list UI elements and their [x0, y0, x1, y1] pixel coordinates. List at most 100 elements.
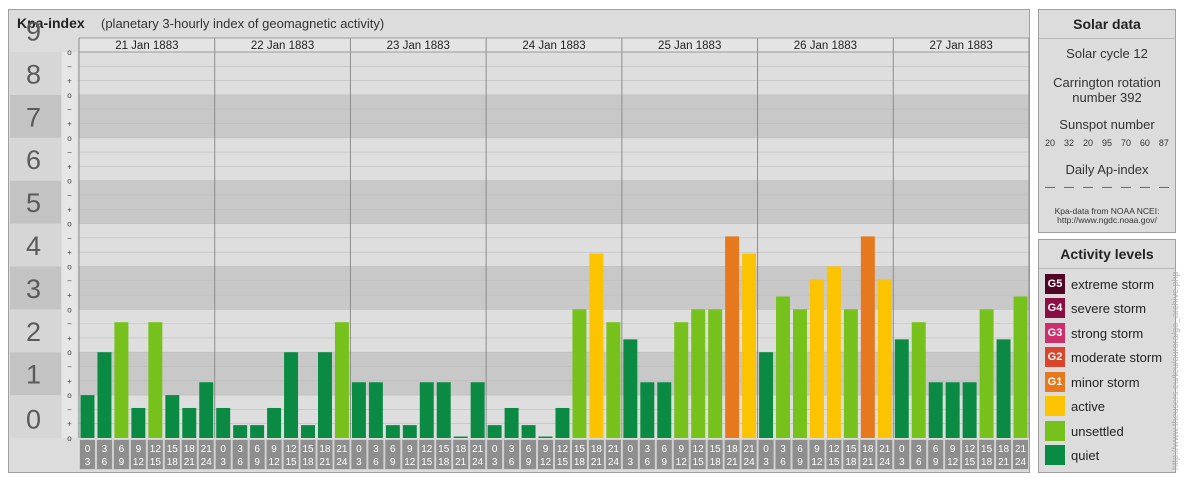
minor-tick-label: +	[67, 334, 72, 343]
y-label-band	[10, 180, 61, 224]
minor-tick-label: −	[67, 277, 72, 286]
time-cell-end: 3	[220, 457, 226, 468]
time-cell-end: 3	[492, 457, 498, 468]
time-cell	[453, 440, 469, 469]
time-cell	[605, 440, 621, 469]
time-cell-end: 12	[269, 457, 281, 468]
kp-bar	[928, 382, 943, 438]
day-label: 27 Jan 1883	[929, 40, 992, 52]
time-cell-end: 9	[933, 457, 939, 468]
time-cell-start: 9	[814, 444, 820, 455]
time-cell-start: 6	[797, 444, 803, 455]
kp-bar	[182, 407, 197, 438]
time-cell-start: 9	[543, 444, 549, 455]
time-cell	[283, 440, 299, 469]
time-cell-start: 6	[254, 444, 260, 455]
time-cell-start: 15	[167, 444, 179, 455]
time-cell-end: 18	[710, 457, 722, 468]
sunspot-title: Sunspot number	[1059, 117, 1155, 132]
time-cell	[555, 440, 570, 469]
time-cell	[436, 440, 452, 469]
time-cell-end: 12	[540, 457, 552, 468]
y-label-band	[10, 52, 61, 95]
ap-value: —	[1083, 182, 1093, 193]
kp-bar	[606, 322, 621, 438]
time-cell-start: 18	[727, 444, 739, 455]
source-line-1: Kpa-data from NOAA NCEI:	[1054, 206, 1160, 216]
time-cell	[571, 440, 587, 469]
plot-band	[79, 94, 1029, 138]
minor-tick-label: −	[67, 320, 72, 329]
activity-levels-panel: Activity levels G5 extreme storm G4 seve…	[1038, 239, 1176, 473]
time-cell-end: 24	[608, 457, 620, 468]
time-cell	[843, 440, 859, 469]
chart-title: Kpa-index	[17, 15, 85, 31]
minor-tick-label: −	[67, 62, 72, 71]
time-cell-start: 12	[285, 444, 297, 455]
time-cell-start: 9	[407, 444, 413, 455]
time-cell-end: 9	[119, 457, 125, 468]
time-cell-end: 24	[744, 457, 756, 468]
minor-tick-label: +	[67, 248, 72, 257]
sunspot-value: 87	[1158, 138, 1169, 148]
time-cell	[419, 440, 435, 469]
day-label: 22 Jan 1883	[251, 40, 314, 52]
y-tick-label: 7	[26, 102, 41, 132]
minor-tick-label: +	[67, 291, 72, 300]
time-cell-end: 24	[1015, 457, 1027, 468]
solar-cycle-label: Solar cycle 12	[1066, 46, 1148, 61]
kp-bar	[860, 236, 875, 438]
kp-bar	[199, 382, 214, 438]
kp-bar	[742, 253, 757, 438]
time-cell-start: 9	[950, 444, 956, 455]
kp-bar	[674, 322, 689, 438]
minor-tick-label: +	[67, 119, 72, 128]
time-cell-end: 15	[557, 457, 569, 468]
time-cell	[1013, 440, 1028, 469]
kp-bar	[759, 352, 774, 438]
kp-bar	[233, 425, 248, 438]
plot-band	[79, 52, 1029, 95]
kp-bar	[911, 322, 926, 438]
time-cell	[351, 440, 367, 469]
time-cell-start: 0	[628, 444, 634, 455]
g1-badge: G1	[1045, 372, 1065, 392]
ap-index-title: Daily Ap-index	[1065, 162, 1149, 177]
solar-data-panel: Solar data Solar cycle 12 Carrington rot…	[1038, 9, 1176, 233]
time-cell-start: 21	[472, 444, 484, 455]
time-cell-end: 3	[85, 457, 91, 468]
time-cell-start: 15	[981, 444, 993, 455]
minor-tick-label: o	[67, 48, 72, 57]
time-cell-end: 6	[916, 457, 922, 468]
time-cell	[334, 440, 350, 469]
ap-value: —	[1045, 182, 1055, 193]
time-cell-end: 6	[102, 457, 108, 468]
time-cell	[588, 440, 604, 469]
time-cell-start: 3	[916, 444, 922, 455]
time-cell-end: 3	[628, 457, 634, 468]
time-cell	[622, 440, 638, 469]
time-cell-start: 21	[1015, 444, 1027, 455]
plot-band	[79, 223, 1029, 267]
legend-item-minor-storm: G1 minor storm	[1045, 371, 1140, 393]
time-cell	[860, 440, 876, 469]
activity-levels-title: Activity levels	[1039, 240, 1175, 269]
plot-band	[79, 180, 1029, 224]
time-cell-end: 21	[319, 457, 331, 468]
time-cell	[300, 440, 316, 469]
time-cell-end: 15	[693, 457, 705, 468]
time-cell	[504, 440, 520, 469]
y-tick-label: 0	[26, 405, 41, 435]
minor-tick-label: −	[67, 191, 72, 200]
time-cell	[962, 440, 978, 469]
time-cell	[198, 440, 214, 469]
time-cell-start: 15	[438, 444, 450, 455]
legend-item-strong-storm: G3 strong storm	[1045, 322, 1143, 344]
legend-item-moderate-storm: G2 moderate storm	[1045, 346, 1162, 368]
time-cell-end: 9	[797, 457, 803, 468]
time-cell-start: 0	[356, 444, 362, 455]
minor-tick-label: +	[67, 420, 72, 429]
time-cell	[80, 440, 95, 469]
time-cell	[130, 440, 146, 469]
minor-tick-label: −	[67, 148, 72, 157]
